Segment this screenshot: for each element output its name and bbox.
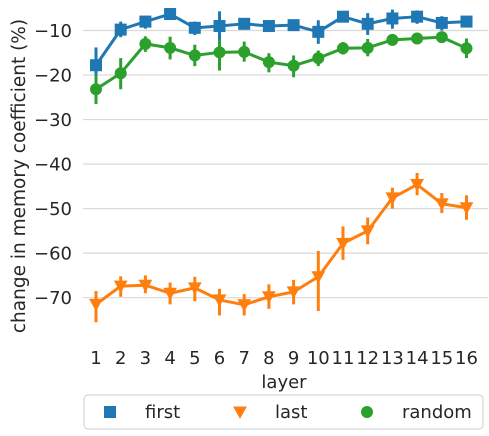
y-tick-label: −60 [34, 244, 72, 265]
data-point [386, 33, 399, 46]
data-point [336, 237, 350, 251]
series-group [89, 8, 474, 323]
data-point [187, 282, 202, 295]
data-point [212, 294, 227, 307]
data-point [312, 25, 325, 38]
data-point [411, 10, 424, 23]
x-tick-label: 5 [189, 348, 200, 369]
data-point [360, 225, 375, 238]
x-tick-label: 7 [238, 348, 249, 369]
series-line [94, 35, 468, 91]
gridlines [83, 29, 488, 299]
y-axis-ticks: −10 −20 −30 −40 −50 −60 −70 [34, 21, 72, 309]
data-point [139, 15, 152, 28]
data-point [213, 20, 226, 33]
x-tick-label: 13 [381, 348, 404, 369]
data-point [337, 10, 349, 23]
data-point [312, 52, 325, 65]
y-tick-label: −20 [34, 66, 72, 87]
data-point [434, 198, 449, 211]
data-point [188, 21, 201, 34]
data-point [262, 20, 275, 33]
data-point [287, 19, 300, 32]
data-point [163, 287, 177, 301]
series-last [89, 173, 474, 323]
data-point [460, 42, 473, 55]
data-point [164, 41, 177, 54]
x-tick-label: 12 [356, 348, 379, 369]
data-point [262, 291, 276, 304]
legend-frame [83, 394, 484, 430]
data-point [139, 37, 152, 50]
legend-label: first [145, 402, 180, 423]
x-tick-label: 4 [164, 348, 175, 369]
legend: first last random [83, 394, 484, 430]
data-point [459, 202, 474, 215]
data-point [237, 299, 252, 312]
data-point [337, 42, 349, 55]
legend-label: random [402, 402, 472, 423]
data-point [164, 8, 177, 21]
data-point [113, 280, 128, 294]
series-line [94, 12, 468, 67]
data-point [386, 12, 399, 25]
data-point [435, 31, 448, 44]
series-first [90, 8, 473, 89]
data-point [361, 17, 374, 30]
data-point [138, 279, 153, 293]
data-point [213, 46, 226, 59]
x-tick-label: 8 [263, 348, 274, 369]
y-tick-label: −50 [34, 199, 72, 220]
data-point [89, 298, 103, 312]
data-point [238, 17, 251, 30]
legend-item-first: first [104, 402, 180, 423]
series-line [94, 183, 468, 307]
data-point [311, 271, 326, 284]
data-point [114, 23, 127, 36]
x-tick-label: 10 [307, 348, 330, 369]
legend-marker [233, 406, 247, 419]
data-point [238, 45, 251, 58]
y-axis-label: change in memory coefficient (%) [9, 19, 30, 333]
data-point [385, 192, 400, 205]
data-point [90, 59, 102, 72]
data-point [188, 49, 201, 62]
x-tick-label: 15 [430, 348, 453, 369]
data-point [411, 32, 424, 45]
data-point [287, 59, 300, 72]
x-tick-label: 11 [332, 348, 355, 369]
data-point [361, 41, 374, 54]
data-point [262, 56, 275, 69]
x-tick-label: 16 [455, 348, 478, 369]
y-tick-label: −30 [34, 110, 72, 131]
x-axis-ticks: 1 2 3 4 5 6 7 8 9 10 11 12 13 14 15 16 [90, 348, 478, 369]
x-tick-label: 3 [140, 348, 151, 369]
x-axis-label: layer [261, 372, 307, 393]
data-point [286, 286, 301, 299]
series-random [90, 31, 473, 104]
data-point [460, 15, 473, 28]
legend-marker [361, 406, 373, 418]
data-point [435, 16, 448, 29]
data-point [410, 179, 424, 192]
y-tick-label: −40 [34, 155, 72, 176]
data-point [114, 67, 127, 80]
x-tick-label: 6 [214, 348, 225, 369]
x-tick-label: 2 [115, 348, 126, 369]
x-tick-label: 14 [406, 348, 429, 369]
data-point [90, 83, 102, 96]
y-tick-label: −70 [34, 288, 72, 309]
legend-label: last [275, 402, 307, 423]
legend-item-random: random [361, 402, 472, 423]
x-tick-label: 1 [90, 348, 101, 369]
legend-item-last: last [233, 402, 307, 423]
legend-marker [104, 406, 116, 418]
x-tick-label: 9 [288, 348, 299, 369]
y-tick-label: −10 [34, 21, 72, 42]
